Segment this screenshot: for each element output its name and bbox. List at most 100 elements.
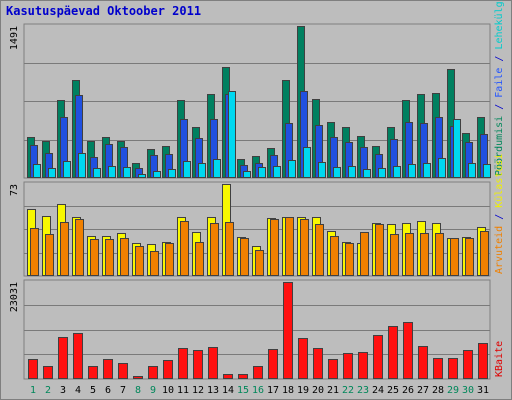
- bar-lehekülgi-day-9: [153, 171, 161, 178]
- bar-kbaite-day-12: [193, 350, 203, 379]
- bar-lehekülgi-day-12: [198, 163, 206, 178]
- bar-lehekülgi-day-22: [348, 166, 356, 178]
- x-label-day-4: 4: [75, 385, 81, 396]
- bar-lehekülgi-day-15: [243, 171, 251, 178]
- bar-kbaite-day-1: [28, 359, 38, 379]
- bar-arvuteid-day-20: [315, 224, 324, 276]
- bar-arvuteid-day-13: [210, 223, 219, 276]
- bar-arvuteid-day-4: [75, 219, 84, 276]
- bar-lehekülgi-day-8: [138, 174, 146, 178]
- x-label-day-10: 10: [162, 385, 174, 396]
- bar-kbaite-day-13: [208, 347, 218, 379]
- bar-arvuteid-day-16: [255, 250, 264, 276]
- bar-kbaite-day-26: [403, 322, 413, 379]
- y-max-label: 23031: [9, 282, 20, 312]
- bar-arvuteid-day-11: [180, 221, 189, 276]
- bar-arvuteid-day-27: [420, 233, 429, 276]
- bar-lehekülgi-day-1: [33, 164, 41, 178]
- bar-arvuteid-day-28: [435, 233, 444, 276]
- x-label-day-28: 28: [432, 385, 444, 396]
- bar-arvuteid-day-24: [375, 224, 384, 276]
- bar-arvuteid-day-15: [240, 238, 249, 276]
- x-label-day-17: 17: [267, 385, 279, 396]
- y-max-label: 73: [9, 184, 20, 196]
- bar-arvuteid-day-8: [135, 246, 144, 276]
- bar-kbaite-day-16: [253, 366, 263, 379]
- bar-lehekülgi-day-10: [168, 169, 176, 178]
- bar-kbaite-day-7: [118, 363, 128, 379]
- bar-arvuteid-day-23: [360, 232, 369, 276]
- x-label-day-1: 1: [30, 385, 36, 396]
- x-label-day-27: 27: [417, 385, 429, 396]
- bar-lehekülgi-day-26: [408, 164, 416, 178]
- x-label-day-20: 20: [312, 385, 324, 396]
- x-label-day-22: 22: [342, 385, 354, 396]
- x-label-day-11: 11: [177, 385, 189, 396]
- legend-part: Lehekülgi: [494, 0, 505, 50]
- bar-lehekülgi-day-29: [453, 119, 461, 178]
- x-label-day-23: 23: [357, 385, 369, 396]
- bar-kbaite-day-20: [313, 348, 323, 379]
- x-label-day-18: 18: [282, 385, 294, 396]
- bar-kbaite-day-14: [223, 374, 233, 379]
- bar-kbaite-day-30: [463, 350, 473, 379]
- bar-lehekülgi-day-13: [213, 159, 221, 178]
- bar-lehekülgi-day-28: [438, 158, 446, 178]
- bar-lehekülgi-day-7: [123, 167, 131, 178]
- bar-arvuteid-day-17: [270, 219, 279, 276]
- legend-part: /: [494, 98, 505, 116]
- bar-lehekülgi-day-17: [273, 166, 281, 178]
- x-label-day-25: 25: [387, 385, 399, 396]
- y-max-label: 1491: [9, 26, 20, 50]
- bar-kbaite-day-15: [238, 374, 248, 379]
- bar-arvuteid-day-19: [300, 219, 309, 276]
- bar-arvuteid-day-1: [30, 228, 39, 276]
- bar-kbaite-day-31: [478, 343, 488, 379]
- bar-lehekülgi-day-25: [393, 166, 401, 178]
- bar-kbaite-day-6: [103, 359, 113, 379]
- bar-arvuteid-day-25: [390, 234, 399, 276]
- bar-arvuteid-day-26: [405, 233, 414, 276]
- bar-arvuteid-day-12: [195, 242, 204, 276]
- bar-kbaite-day-24: [373, 335, 383, 379]
- bar-kbaite-day-2: [43, 366, 53, 379]
- x-label-day-12: 12: [192, 385, 204, 396]
- bar-kbaite-day-22: [343, 353, 353, 379]
- x-label-day-30: 30: [462, 385, 474, 396]
- bar-lehekülgi-day-18: [288, 160, 296, 178]
- legend-part: Külastusi: [494, 154, 505, 208]
- bar-arvuteid-day-2: [45, 234, 54, 276]
- bar-lehekülgi-day-27: [423, 163, 431, 178]
- bar-kbaite-day-18: [283, 282, 293, 379]
- bar-kbaite-day-21: [328, 359, 338, 379]
- legend-part: /: [494, 50, 505, 68]
- bar-arvuteid-day-9: [150, 251, 159, 276]
- bar-lehekülgi-day-6: [108, 166, 116, 178]
- x-label-day-15: 15: [237, 385, 249, 396]
- bar-lehekülgi-day-24: [378, 168, 386, 178]
- bar-arvuteid-day-10: [165, 243, 174, 276]
- x-label-day-3: 3: [60, 385, 66, 396]
- x-label-day-5: 5: [90, 385, 96, 396]
- bar-arvuteid-day-14: [225, 222, 234, 276]
- x-label-day-8: 8: [135, 385, 141, 396]
- bar-kbaite-day-8: [133, 376, 143, 379]
- bar-kbaite-day-23: [358, 352, 368, 379]
- bar-lehekülgi-day-19: [303, 147, 311, 178]
- legend-label: Pöördumisi / Faile / Lehekülgi: [494, 0, 505, 176]
- x-label-day-19: 19: [297, 385, 309, 396]
- x-label-day-29: 29: [447, 385, 459, 396]
- legend-label: KBaite: [494, 341, 505, 377]
- legend-label: Arvuteid / Külastusi: [494, 154, 505, 274]
- x-label-day-13: 13: [207, 385, 219, 396]
- bar-kbaite-day-9: [148, 366, 158, 379]
- bar-lehekülgi-day-5: [93, 168, 101, 178]
- bar-kbaite-day-3: [58, 337, 68, 379]
- bar-kbaite-day-11: [178, 348, 188, 379]
- bar-lehekülgi-day-4: [78, 153, 86, 178]
- x-label-day-9: 9: [150, 385, 156, 396]
- bar-lehekülgi-day-16: [258, 167, 266, 178]
- x-label-day-7: 7: [120, 385, 126, 396]
